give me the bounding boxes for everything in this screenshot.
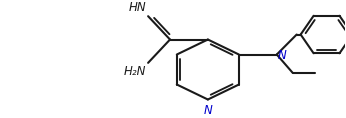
- Text: HN: HN: [128, 1, 146, 14]
- Text: H₂N: H₂N: [124, 65, 146, 78]
- Text: N: N: [203, 104, 212, 117]
- Text: N: N: [278, 49, 286, 62]
